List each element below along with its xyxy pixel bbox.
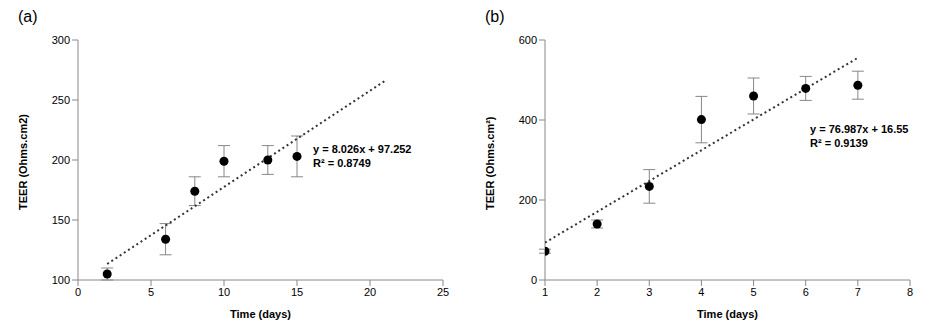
svg-text:250: 250: [52, 94, 70, 106]
svg-text:Time (days): Time (days): [697, 308, 758, 320]
svg-text:2: 2: [594, 286, 600, 298]
svg-text:7: 7: [855, 286, 861, 298]
svg-text:8: 8: [907, 286, 913, 298]
svg-text:20: 20: [364, 286, 376, 298]
html-text:(a): (a): [18, 8, 38, 25]
svg-text:600: 600: [519, 34, 537, 46]
svg-text:10: 10: [218, 286, 230, 298]
svg-text:200: 200: [519, 194, 537, 206]
html-text:y = 8.026x + 97.252: y = 8.026x + 97.252: [313, 143, 412, 155]
svg-text:0: 0: [531, 274, 537, 286]
svg-text:300: 300: [52, 34, 70, 46]
svg-text:150: 150: [52, 214, 70, 226]
svg-text:0: 0: [75, 286, 81, 298]
html-text:R² = 0.8749: R² = 0.8749: [313, 157, 371, 169]
html-text:R² = 0.9139: R² = 0.9139: [810, 137, 868, 149]
svg-text:400: 400: [519, 114, 537, 126]
svg-text:15: 15: [291, 286, 303, 298]
svg-text:4: 4: [698, 286, 704, 298]
svg-text:200: 200: [52, 154, 70, 166]
svg-text:6: 6: [803, 286, 809, 298]
svg-text:3: 3: [646, 286, 652, 298]
svg-text:5: 5: [751, 286, 757, 298]
svg-text:Time (days): Time (days): [230, 308, 291, 320]
svg-text:TEER (Ohms.cm²): TEER (Ohms.cm²): [484, 116, 496, 210]
svg-text:100: 100: [52, 274, 70, 286]
svg-text:TEER (Ohms.cm2): TEER (Ohms.cm2): [17, 114, 29, 210]
html-text:(b): (b): [485, 8, 505, 25]
svg-text:5: 5: [148, 286, 154, 298]
html-text:y = 76.987x + 16.55: y = 76.987x + 16.55: [810, 123, 909, 135]
svg-text:1: 1: [542, 286, 548, 298]
svg-text:25: 25: [437, 286, 449, 298]
